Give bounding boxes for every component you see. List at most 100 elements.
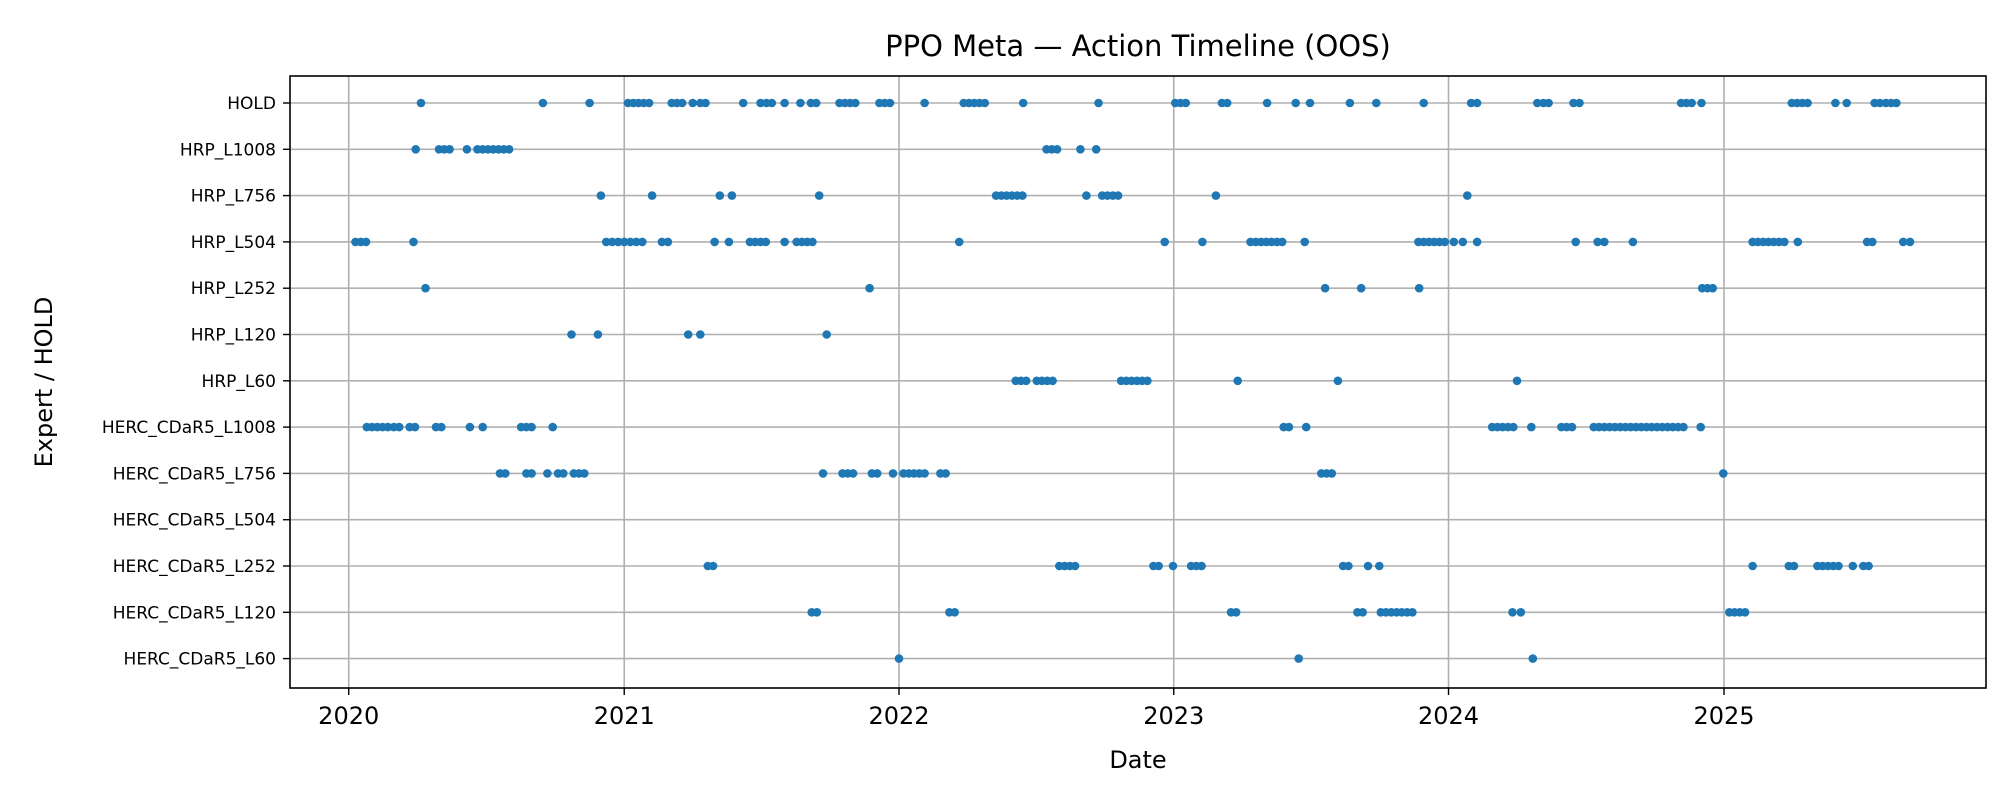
action-point (1181, 98, 1191, 108)
action-point (1571, 237, 1580, 247)
action-point (811, 98, 821, 108)
action-point (596, 191, 606, 200)
action-point (361, 237, 371, 247)
action-point (1687, 98, 1696, 108)
action-point (1070, 561, 1080, 571)
action-point (1419, 98, 1428, 108)
action-point (920, 98, 929, 108)
action-point (738, 98, 748, 108)
action-point (1344, 561, 1353, 571)
action-point (601, 237, 611, 247)
action-point (465, 422, 475, 432)
action-point (445, 145, 454, 154)
action-point (501, 469, 510, 478)
action-point (421, 283, 430, 293)
action-point (1789, 561, 1799, 571)
action-point (1748, 561, 1757, 571)
action-point (1697, 98, 1706, 108)
action-point (1222, 98, 1232, 108)
action-point (941, 469, 950, 478)
action-point (1449, 237, 1459, 247)
action-point (1628, 237, 1638, 247)
action-point (1600, 237, 1609, 247)
action-point (1333, 376, 1343, 386)
action-point (1719, 469, 1728, 478)
action-point (462, 145, 472, 154)
action-point (1076, 145, 1085, 154)
action-point (808, 237, 817, 247)
action-point (1018, 191, 1027, 200)
action-point (1168, 561, 1178, 571)
action-point (548, 422, 557, 432)
x-tick-labels: 2020 2021 2022 2023 2024 2025 (318, 688, 1755, 730)
action-point (632, 237, 641, 247)
action-point (683, 330, 693, 339)
action-point (1284, 422, 1294, 432)
chart-title: PPO Meta — Action Timeline (OOS) (885, 29, 1391, 63)
action-point (677, 98, 687, 108)
action-point (657, 237, 667, 247)
action-point (543, 469, 552, 478)
y-tick-label: HERC_CDaR5_L120 (113, 603, 276, 623)
action-point (954, 237, 964, 247)
action-point (1834, 561, 1843, 571)
action-point (865, 283, 874, 293)
action-point (724, 237, 734, 247)
action-point (567, 330, 576, 339)
action-point (1198, 237, 1207, 247)
action-point (888, 469, 898, 478)
x-tick-label: 2021 (594, 702, 655, 730)
action-point (780, 98, 789, 108)
action-point (920, 469, 929, 478)
x-tick-label: 2024 (1418, 702, 1479, 730)
action-point (1231, 608, 1241, 617)
y-tick-label: HERC_CDaR5_L756 (113, 464, 276, 484)
action-point (710, 237, 719, 247)
action-point (1094, 98, 1103, 108)
action-point (1358, 608, 1367, 617)
action-point (1567, 422, 1577, 432)
action-point (504, 145, 514, 154)
action-point (437, 422, 446, 432)
y-tick-label: HRP_L756 (191, 187, 276, 207)
action-point (607, 237, 617, 247)
action-point (767, 98, 777, 108)
action-point (1052, 145, 1062, 154)
marks-layer (351, 98, 1915, 663)
action-point (848, 469, 858, 478)
action-point (1211, 191, 1221, 200)
action-point (1375, 561, 1384, 571)
action-point (822, 330, 831, 339)
action-point (1831, 98, 1840, 108)
action-point (1793, 237, 1803, 247)
action-point (559, 469, 568, 478)
action-point (1262, 98, 1272, 108)
y-tick-label: HOLD (227, 94, 276, 114)
action-point (1528, 654, 1538, 663)
action-point (1372, 98, 1381, 108)
action-point (1905, 237, 1915, 247)
action-point (688, 98, 697, 108)
action-point (1868, 237, 1877, 247)
action-point (1414, 283, 1424, 293)
action-point (1593, 237, 1602, 247)
action-point (1305, 98, 1315, 108)
action-point (1277, 237, 1287, 247)
action-point (638, 237, 647, 247)
x-tick-label: 2022 (868, 702, 929, 730)
action-point (411, 145, 421, 154)
action-point (1458, 237, 1468, 247)
y-tick-label: HERC_CDaR5_L504 (113, 511, 276, 531)
action-point (851, 98, 860, 108)
action-point (1679, 422, 1688, 432)
action-point (1021, 376, 1031, 386)
action-point (1113, 191, 1123, 200)
plot-frame (289, 75, 1987, 689)
action-point (647, 191, 657, 200)
action-point (1091, 145, 1101, 154)
y-tick-label: HRP_L504 (191, 233, 276, 253)
action-point (1842, 98, 1851, 108)
action-point (1301, 422, 1311, 432)
action-point (1320, 283, 1330, 293)
